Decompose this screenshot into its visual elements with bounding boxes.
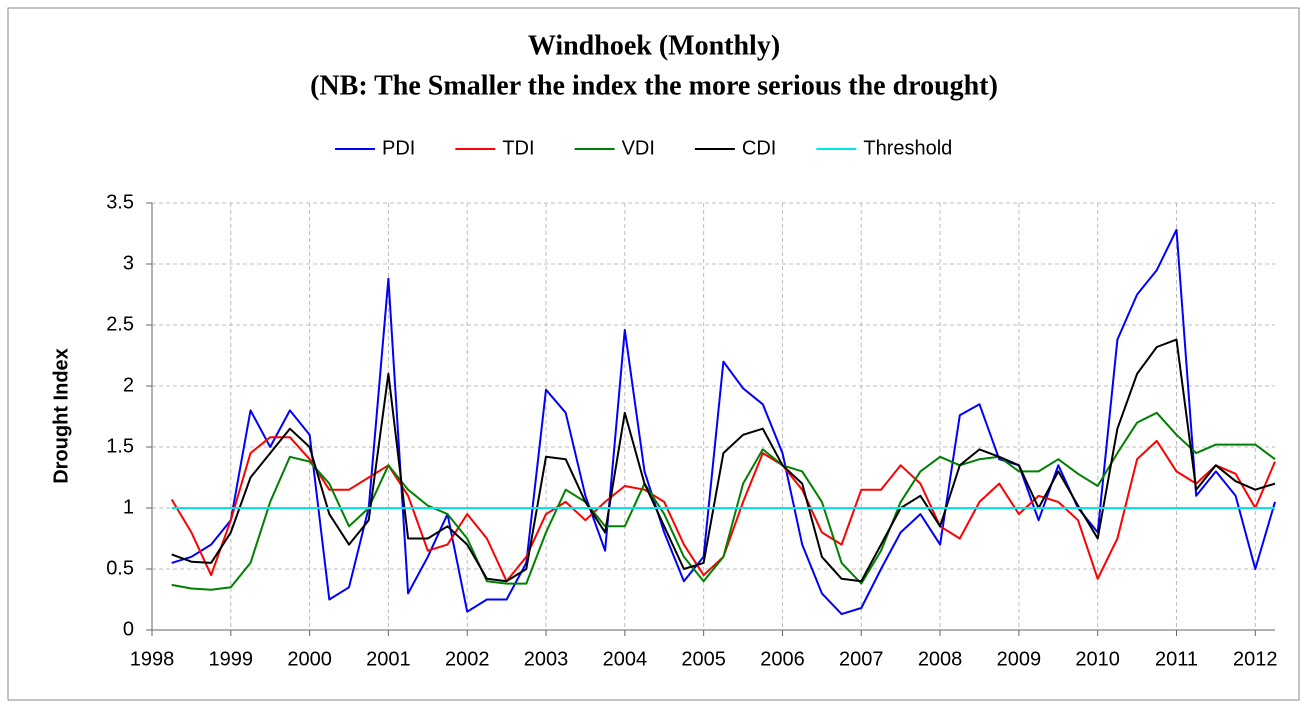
x-tick-label: 2004: [603, 648, 648, 670]
x-tick-label: 2011: [1155, 648, 1198, 670]
y-tick-label: 2.5: [106, 313, 134, 335]
x-tick-label: 1998: [130, 648, 175, 670]
x-tick-label: 2005: [681, 648, 726, 670]
x-tick-label: 2012: [1233, 648, 1278, 670]
chart-subtitle: (NB: The Smaller the index the more seri…: [310, 70, 998, 101]
y-tick-label: 1: [123, 496, 134, 518]
series-line: [171, 411, 1276, 591]
legend-label: VDI: [622, 137, 655, 159]
chart-frame: [7, 7, 1300, 701]
y-axis-title: Drought Index: [50, 348, 72, 484]
y-tick-label: 2: [123, 374, 134, 396]
x-tick-label: 1999: [209, 648, 254, 670]
y-tick-label: 1.5: [106, 435, 134, 457]
x-tick-label: 2002: [445, 648, 490, 670]
series-line: [171, 338, 1276, 583]
x-tick-label: 2010: [1075, 648, 1120, 670]
x-tick-label: 2006: [760, 648, 805, 670]
y-tick-label: 3.5: [106, 191, 134, 213]
x-tick-label: 2000: [287, 648, 332, 670]
x-tick-label: 2001: [366, 648, 411, 670]
series-line: [171, 228, 1276, 616]
y-tick-label: 3: [123, 252, 134, 274]
y-tick-label: 0.5: [106, 557, 134, 579]
legend-label: TDI: [502, 137, 534, 159]
legend-label: PDI: [382, 137, 415, 159]
x-tick-label: 2007: [839, 648, 884, 670]
legend-label: CDI: [742, 137, 776, 159]
y-tick-label: 0: [123, 618, 134, 640]
x-tick-label: 2008: [918, 648, 963, 670]
legend-label: Threshold: [863, 137, 952, 159]
x-tick-label: 2003: [524, 648, 569, 670]
chart-title: Windhoek (Monthly): [528, 30, 780, 61]
x-tick-label: 2009: [997, 648, 1042, 670]
